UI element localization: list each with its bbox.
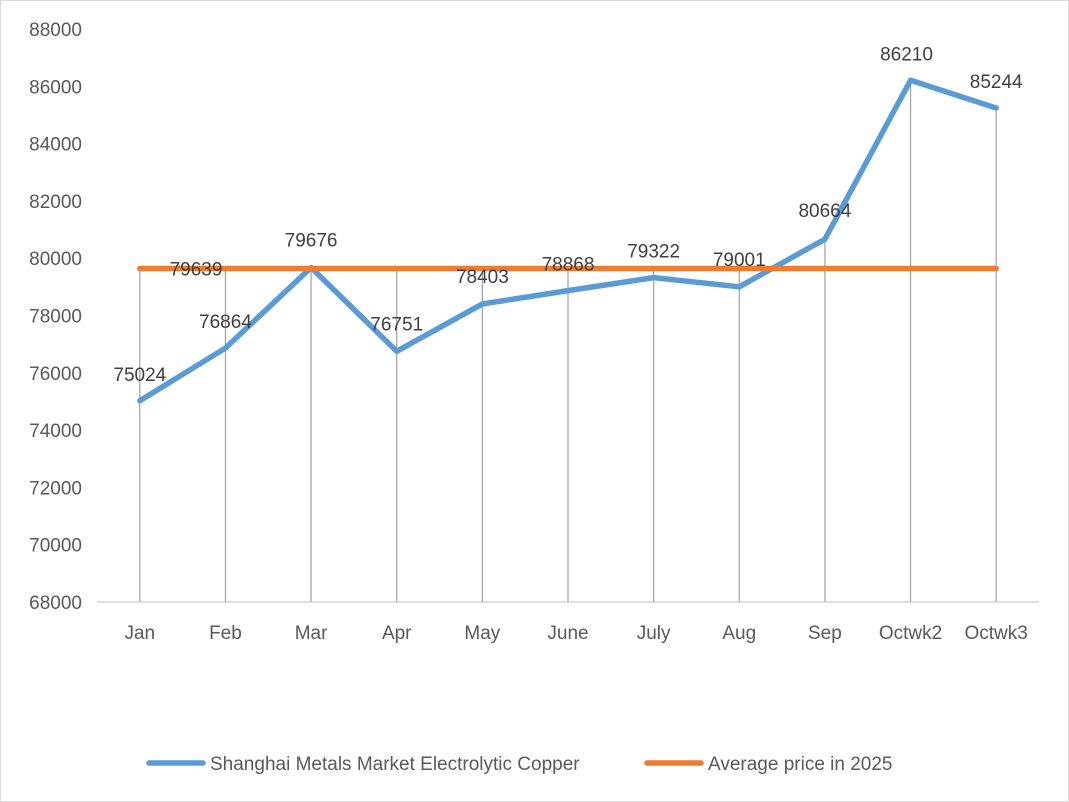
copper-price-line: [137, 77, 999, 404]
x-tick-label: Jan: [124, 623, 155, 644]
legend: Shanghai Metals Market Electrolytic Copp…: [146, 754, 893, 775]
y-tick-label: 80000: [29, 249, 82, 270]
y-tick-label: 74000: [29, 421, 82, 442]
legend-label-copper: Shanghai Metals Market Electrolytic Copp…: [210, 754, 580, 775]
copper-data-label: 76864: [199, 312, 252, 333]
x-tick-label: June: [547, 623, 588, 644]
y-tick-label: 68000: [29, 593, 82, 614]
y-tick-label: 76000: [29, 364, 82, 385]
x-tick-label: Octwk3: [965, 623, 1028, 644]
copper-data-label: 80664: [798, 201, 851, 222]
x-tick-label: Aug: [722, 623, 756, 644]
x-tick-label: Mar: [295, 623, 328, 644]
x-axis-tick-labels: Jan Feb Mar Apr May June July Aug Sep Octwk2 Octwk…: [124, 623, 1027, 644]
y-tick-label: 86000: [29, 77, 82, 98]
copper-data-label: 79676: [285, 230, 338, 251]
copper-data-label: 86210: [880, 44, 933, 65]
x-tick-label: Sep: [808, 623, 842, 644]
x-tick-label: July: [637, 623, 671, 644]
copper-data-label: 75024: [113, 365, 166, 386]
y-tick-label: 84000: [29, 135, 82, 156]
y-tick-label: 72000: [29, 478, 82, 499]
data-labels: 75024 76864 79676 76751 78403 78868 79322 79001…: [113, 44, 1023, 385]
y-axis-tick-labels: 68000 70000 72000 74000 76000 78000 80000 82000…: [29, 20, 82, 614]
copper-data-label: 76751: [370, 314, 423, 335]
legend-label-average: Average price in 2025: [708, 754, 893, 775]
average-data-label: 79639: [170, 260, 223, 281]
series-lines: [137, 77, 999, 404]
copper-data-label: 79001: [713, 250, 766, 271]
copper-data-label: 78868: [542, 255, 595, 276]
y-tick-label: 78000: [29, 307, 82, 328]
y-tick-label: 82000: [29, 192, 82, 213]
drop-lines: [139, 80, 997, 602]
copper-data-label: 79322: [627, 242, 680, 263]
copper-data-label: 85244: [970, 72, 1023, 93]
y-tick-label: 88000: [29, 20, 82, 41]
x-tick-label: Apr: [382, 623, 412, 644]
x-tick-label: Feb: [209, 623, 242, 644]
copper-data-label: 78403: [456, 267, 509, 288]
x-tick-label: May: [464, 623, 500, 644]
y-tick-label: 70000: [29, 536, 82, 557]
x-tick-label: Octwk2: [879, 623, 942, 644]
